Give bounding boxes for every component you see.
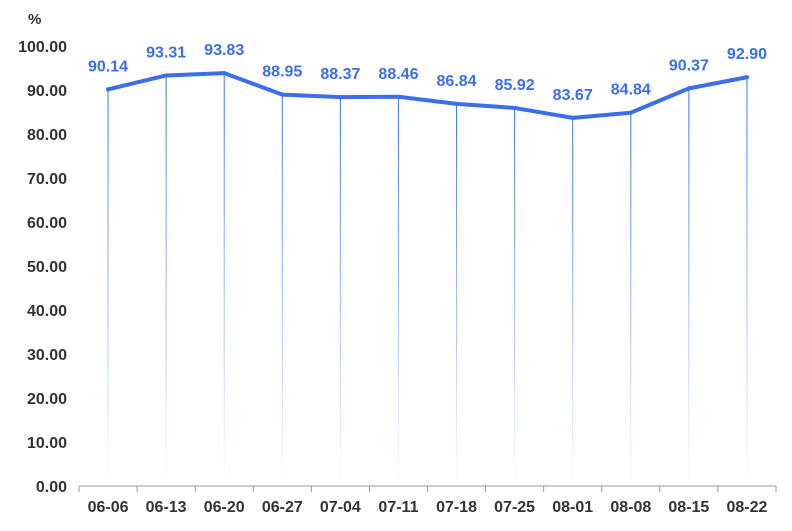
data-label: 90.14 <box>88 58 128 75</box>
y-tick-label: 60.00 <box>27 215 67 232</box>
y-tick-label: 40.00 <box>27 303 67 320</box>
drop-line <box>456 103 458 487</box>
data-point <box>164 73 169 78</box>
y-tick-label: 100.00 <box>18 39 67 56</box>
x-tick-label: 07-25 <box>494 499 535 516</box>
y-tick-label: 50.00 <box>27 259 67 276</box>
series-line <box>106 71 749 120</box>
x-tick-label: 06-27 <box>262 499 303 516</box>
y-tick-label: 80.00 <box>27 127 67 144</box>
drop-line <box>107 89 109 486</box>
data-label: 84.84 <box>611 82 651 99</box>
x-tick-label: 07-11 <box>378 499 418 516</box>
drop-line <box>281 94 283 487</box>
data-label: 88.95 <box>262 64 302 81</box>
x-tick-label: 06-13 <box>146 499 187 516</box>
x-tick-label: 08-08 <box>610 499 651 516</box>
y-tick-label: 0.00 <box>36 479 67 496</box>
drop-line <box>339 97 341 486</box>
x-tick-label: 07-04 <box>320 499 361 516</box>
data-label: 88.37 <box>320 66 360 83</box>
drop-line <box>572 117 574 487</box>
data-label: 88.46 <box>378 66 418 83</box>
y-tick-label: 90.00 <box>27 83 67 100</box>
data-label: 86.84 <box>437 73 477 90</box>
drop-line <box>223 73 225 486</box>
data-label: 92.90 <box>727 46 767 63</box>
drop-line <box>630 112 632 486</box>
drop-line <box>165 75 167 486</box>
data-point <box>744 75 749 80</box>
drop-line <box>397 96 399 486</box>
data-label: 93.31 <box>146 44 186 61</box>
drop-line <box>746 77 748 487</box>
data-point <box>106 87 111 92</box>
data-point <box>628 110 633 115</box>
x-tick-label: 06-06 <box>88 499 129 516</box>
x-tick-label: 06-20 <box>204 499 245 516</box>
data-point <box>512 105 517 110</box>
y-tick-label: 20.00 <box>27 391 67 408</box>
data-point <box>338 95 343 100</box>
x-tick-label: 08-22 <box>726 499 767 516</box>
data-point <box>280 92 285 97</box>
data-label: 93.83 <box>204 42 244 59</box>
y-tick-label: 10.00 <box>27 435 67 452</box>
data-label: 83.67 <box>553 87 593 104</box>
data-point <box>222 71 227 76</box>
y-tick-label: 70.00 <box>27 171 67 188</box>
data-label: 90.37 <box>669 57 709 74</box>
y-tick-label: 30.00 <box>27 347 67 364</box>
x-tick-label: 08-01 <box>552 499 593 516</box>
x-tick-label: 08-15 <box>668 499 709 516</box>
drop-line <box>514 107 516 487</box>
data-point <box>570 115 575 120</box>
data-point <box>396 94 401 99</box>
data-label: 85.92 <box>495 77 535 94</box>
x-tick-label: 07-18 <box>436 499 477 516</box>
data-point <box>454 101 459 106</box>
y-axis-unit-label: % <box>28 11 41 28</box>
drop-line <box>688 88 690 486</box>
data-point <box>686 86 691 91</box>
